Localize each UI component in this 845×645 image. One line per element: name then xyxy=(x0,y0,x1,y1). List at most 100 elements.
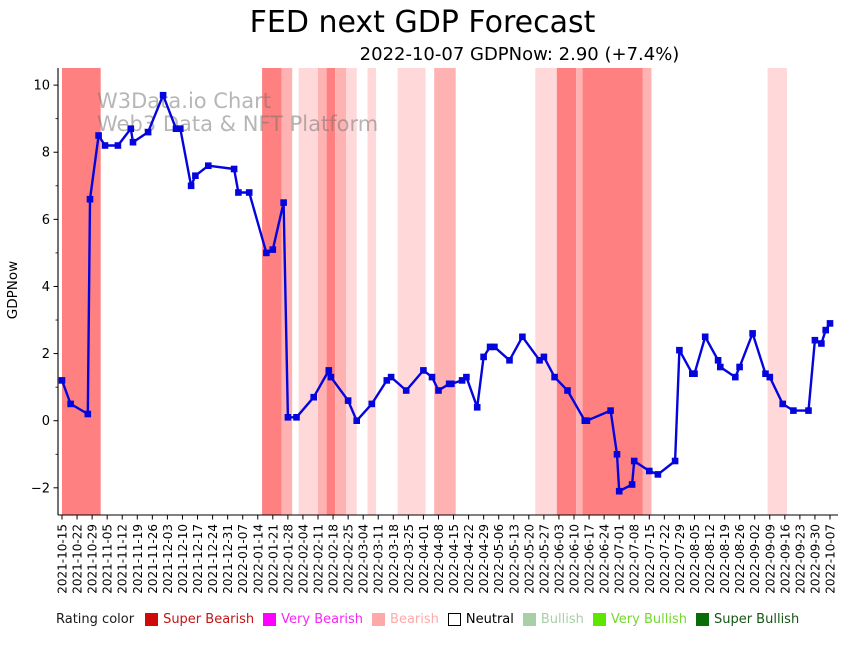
chart-title: FED next GDP Forecast xyxy=(249,5,596,40)
legend-item-label: Super Bullish xyxy=(713,612,800,627)
data-point xyxy=(230,165,238,173)
legend-swatch xyxy=(145,613,159,626)
rating-band xyxy=(582,68,643,515)
rating-bands-layer xyxy=(62,68,787,515)
data-point xyxy=(144,128,152,136)
x-tick-label: 2022-07-01 xyxy=(613,524,627,594)
x-tick-label: 2022-05-13 xyxy=(507,524,521,594)
x-tick-label: 2022-08-12 xyxy=(703,524,717,594)
data-point xyxy=(671,457,679,465)
data-point xyxy=(766,373,774,381)
legend-swatch xyxy=(592,613,606,626)
x-tick-label: 2021-10-15 xyxy=(56,524,70,594)
data-point xyxy=(353,417,360,424)
data-point xyxy=(701,333,709,341)
data-point xyxy=(717,363,724,371)
data-point xyxy=(387,373,395,381)
data-point xyxy=(129,138,137,146)
legend-item-label: Super Bearish xyxy=(163,612,255,627)
y-tick-label: 2 xyxy=(42,347,50,362)
x-tick-label: 2022-04-08 xyxy=(432,524,446,594)
data-point xyxy=(428,373,436,381)
legend-item-label: Bearish xyxy=(390,612,439,627)
data-point xyxy=(402,387,410,394)
data-point xyxy=(486,343,494,351)
data-point xyxy=(822,326,829,334)
data-point xyxy=(127,125,135,132)
data-point xyxy=(101,142,109,149)
rating-band xyxy=(346,68,357,515)
data-point xyxy=(245,189,253,196)
x-tick-label: 2022-04-29 xyxy=(477,524,491,594)
x-tick-label: 2022-01-21 xyxy=(266,524,280,594)
x-tick-label: 2022-02-11 xyxy=(312,524,326,594)
data-point xyxy=(654,471,662,478)
legend-item-label: Bullish xyxy=(540,612,584,627)
legend-item: Bullish xyxy=(522,612,584,627)
data-point xyxy=(325,367,333,374)
legend-swatch xyxy=(447,613,461,626)
data-point xyxy=(280,199,287,206)
legend-swatch xyxy=(372,613,386,626)
data-point xyxy=(762,370,769,377)
data-point xyxy=(732,373,739,381)
y-axis-label: GDPNow xyxy=(5,261,21,319)
legend-swatch xyxy=(522,613,536,626)
data-point xyxy=(84,410,92,418)
rating-band xyxy=(576,68,583,515)
data-point xyxy=(613,451,621,458)
x-tick-label: 2022-04-01 xyxy=(417,524,431,594)
data-point xyxy=(58,377,66,384)
data-point xyxy=(540,353,548,361)
data-point xyxy=(805,407,812,414)
y-tick-label: 10 xyxy=(33,79,50,94)
data-point xyxy=(192,172,199,179)
data-point xyxy=(95,132,102,139)
data-point xyxy=(779,400,786,408)
x-tick-label: 2022-09-16 xyxy=(778,524,792,594)
data-point xyxy=(790,407,797,414)
data-point xyxy=(235,189,242,196)
data-point xyxy=(491,343,498,351)
rating-band xyxy=(326,68,336,515)
x-tick-label: 2022-03-25 xyxy=(402,524,416,594)
data-point xyxy=(159,91,167,99)
data-point xyxy=(368,400,376,408)
legend-item-label: Very Bearish xyxy=(281,612,364,627)
y-tick-label: 6 xyxy=(42,213,50,228)
x-tick-label: 2022-03-11 xyxy=(372,524,386,594)
data-point xyxy=(506,357,513,364)
watermark-line2: Web3 Data & NFT Platform xyxy=(97,112,378,136)
legend-item: Super Bearish xyxy=(145,612,254,627)
x-tick-label: 2022-07-29 xyxy=(673,524,687,594)
legend-item: Neutral xyxy=(447,612,514,627)
x-tick-label: 2022-09-09 xyxy=(763,524,777,594)
legend-item-label: Very Bullish xyxy=(610,612,687,627)
x-tick-label: 2022-08-19 xyxy=(718,524,732,594)
x-tick-label: 2021-12-03 xyxy=(161,524,175,594)
data-point xyxy=(463,373,470,381)
data-point xyxy=(676,346,683,354)
x-tick-label: 2022-08-26 xyxy=(733,524,747,594)
x-tick-label: 2021-10-22 xyxy=(71,524,85,594)
x-tick-label: 2021-12-31 xyxy=(221,524,235,594)
x-tick-label: 2021-12-17 xyxy=(191,524,205,594)
data-point xyxy=(646,467,653,475)
legend-item: Very Bearish xyxy=(263,612,363,627)
data-point xyxy=(67,400,74,408)
legend: Rating color Super Bearish Very Bearish Be… xyxy=(56,612,808,627)
x-tick-label: 2022-02-25 xyxy=(342,524,356,594)
rating-band xyxy=(397,68,426,515)
data-point xyxy=(327,373,335,381)
x-tick-label: 2022-05-27 xyxy=(537,524,551,594)
data-point xyxy=(86,195,94,203)
data-point xyxy=(818,340,825,347)
data-point xyxy=(564,387,571,394)
legend-swatch xyxy=(695,613,709,626)
data-point xyxy=(263,249,270,257)
rating-band xyxy=(367,68,377,515)
x-tick-label: 2022-06-03 xyxy=(552,524,566,594)
legend-item: Very Bullish xyxy=(592,612,687,627)
